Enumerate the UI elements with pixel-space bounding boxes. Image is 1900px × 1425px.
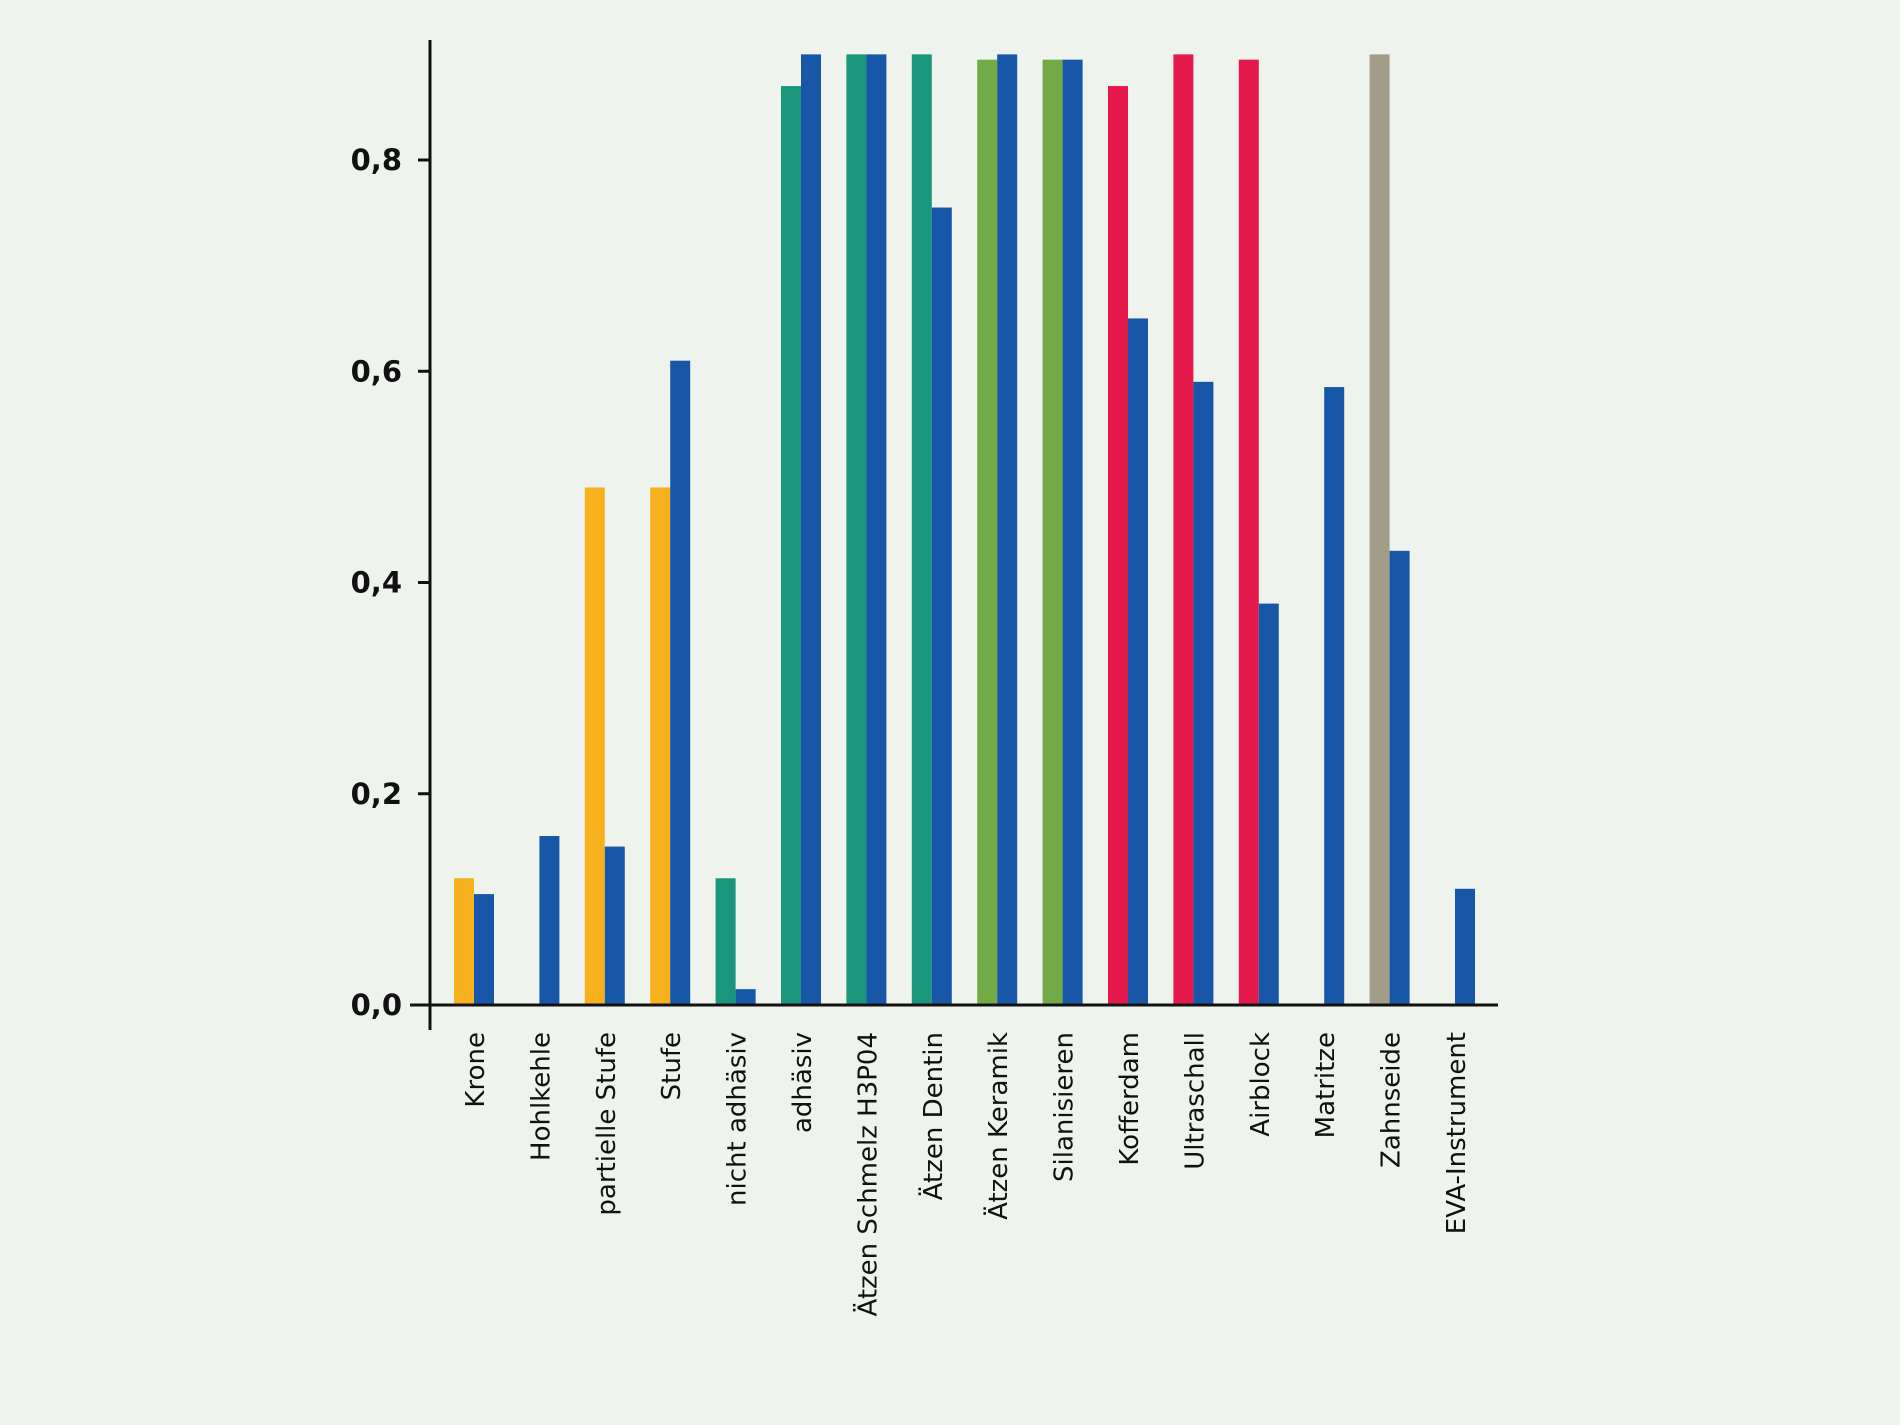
x-tick-label-7: Ätzen Dentin (917, 1032, 949, 1200)
bar-series2-9 (1062, 59, 1083, 1005)
x-tick-label-9: Silanisieren (1050, 1032, 1080, 1182)
bar-series1-0 (454, 878, 474, 1005)
bar-series2-4 (735, 989, 756, 1005)
bar-series2-14 (1389, 550, 1410, 1005)
y-tick-label-1: 0,2 (351, 777, 402, 811)
bar-series2-0 (474, 894, 494, 1005)
bar-series1-7 (911, 54, 932, 1005)
y-tick-label-3: 0,6 (351, 354, 402, 388)
x-tick-label-3: Stufe (657, 1032, 687, 1100)
bar-series1-4 (715, 878, 736, 1005)
bar-series1-5 (781, 86, 801, 1005)
x-tick-label-15: EVA-Instrument (1442, 1032, 1472, 1234)
x-tick-label-10: Kofferdam (1115, 1032, 1145, 1166)
x-tick-label-13: Matritze (1311, 1032, 1341, 1138)
y-tick-label-0: 0,0 (351, 988, 402, 1022)
bar-series2-15 (1455, 888, 1475, 1005)
bar-series2-8 (997, 54, 1018, 1005)
bar-series2-2 (604, 846, 625, 1005)
bar-series2-13 (1324, 387, 1345, 1005)
x-tick-label-1: Hohlkehle (526, 1032, 556, 1161)
bar-series2-12 (1258, 603, 1279, 1005)
bar-series1-14 (1369, 54, 1390, 1005)
x-tick-label-14: Zahnseide (1377, 1032, 1407, 1168)
x-tick-label-6: Ätzen Schmelz H3P04 (851, 1032, 883, 1317)
bar-series2-11 (1193, 381, 1214, 1005)
bar-series2-5 (801, 54, 821, 1005)
x-tick-label-2: partielle Stufe (592, 1032, 622, 1216)
bar-series1-12 (1238, 59, 1259, 1005)
bar-series1-10 (1108, 86, 1128, 1005)
bar-series1-2 (584, 487, 605, 1005)
bar-series1-8 (977, 59, 998, 1005)
bar-series2-7 (931, 207, 952, 1005)
x-tick-label-8: Ätzen Keramik (982, 1032, 1014, 1220)
y-tick-label-2: 0,4 (351, 566, 402, 600)
x-tick-label-11: Ultraschall (1180, 1032, 1210, 1170)
bar-series1-3 (650, 487, 671, 1005)
x-tick-label-4: nicht adhäsiv (723, 1032, 753, 1206)
y-axis-ticks: 0,0 0,2 0,4 0,6 0,8 (351, 143, 430, 1022)
bars (454, 54, 1475, 1005)
bar-series2-1 (539, 836, 560, 1005)
bar-series1-9 (1042, 59, 1063, 1005)
x-tick-label-12: Airblock (1246, 1032, 1276, 1137)
bar-series2-3 (670, 360, 691, 1005)
x-axis-labels: Krone Hohlkehle partielle Stufe Stufe nicht … (461, 1032, 1472, 1317)
bar-series1-11 (1173, 54, 1194, 1005)
y-tick-label-4: 0,8 (351, 143, 402, 177)
bar-series1-6 (846, 54, 867, 1005)
x-tick-label-5: adhäsiv (788, 1032, 818, 1133)
bar-series2-10 (1128, 318, 1148, 1005)
x-tick-label-0: Krone (461, 1032, 491, 1108)
bar-series2-6 (866, 54, 887, 1005)
